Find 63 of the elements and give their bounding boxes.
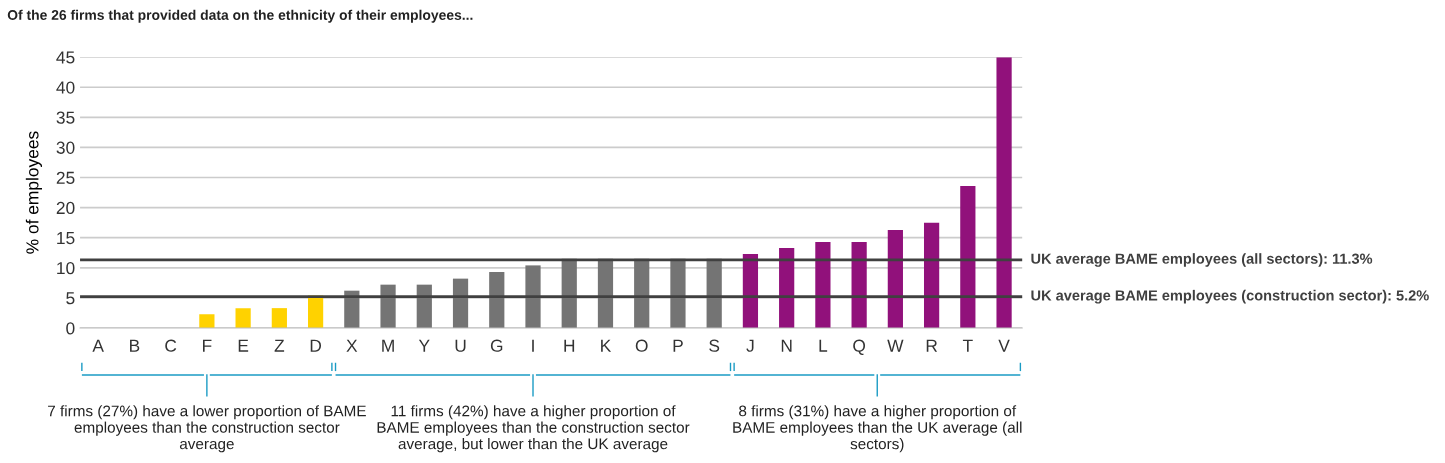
chart-title: Of the 26 firms that provided data on the ethnicity of their employees... (7, 9, 473, 23)
y-tick-label: 35 (56, 111, 75, 124)
y-tick-label: 25 (56, 171, 75, 184)
x-tick-label: Q (853, 339, 866, 355)
bar (235, 308, 251, 328)
ref-line-label: UK average BAME employees (construction sector): 5.2% (1031, 289, 1429, 304)
y-tick-label: 0 (66, 322, 75, 335)
y-tick-label: 40 (56, 81, 75, 94)
x-tick-label: I (532, 339, 534, 352)
bar (779, 247, 795, 328)
bar (597, 258, 614, 328)
bar (815, 241, 831, 328)
text: 11 firms (42%) have a higher proportion of BAME employees than the construction sector average, but lower than the UK average (377, 405, 690, 453)
ref-line-label: UK average BAME employees (all sectors): 11.3% (1031, 253, 1373, 267)
x-tick-label: X (346, 339, 358, 352)
x-tick-label: O (635, 339, 648, 352)
y-tick-label: 15 (57, 232, 75, 245)
y-tick-label: 5 (66, 292, 75, 305)
bar (561, 258, 577, 328)
x-tick-label: T (962, 339, 973, 352)
bar (960, 185, 976, 328)
bar (489, 272, 505, 328)
x-tick-label: W (887, 339, 904, 352)
bar (996, 57, 1012, 328)
y-tick-label: 10 (57, 261, 75, 275)
x-tick-label: P (673, 339, 683, 352)
x-tick-label: S (709, 339, 720, 352)
bar (271, 308, 287, 328)
x-tick-label: N (781, 339, 792, 352)
x-tick-label: H (564, 339, 575, 352)
x-tick-label: Z (274, 339, 285, 352)
bar (634, 258, 650, 328)
text: 7 firms (27%) have a lower proportion of BAME employees than the construction sector average (48, 405, 366, 453)
x-tick-label: K (601, 339, 612, 352)
x-tick-label: F (203, 339, 212, 352)
x-tick-label: C (165, 339, 177, 352)
y-axis-title: % of employees (25, 131, 42, 254)
bar (851, 241, 867, 328)
bar (887, 229, 903, 328)
x-tick-label: V (998, 339, 1010, 352)
bar (380, 284, 396, 328)
x-tick-label: D (310, 339, 322, 352)
x-tick-label: B (130, 339, 140, 352)
text: 8 firms (31%) have a higher proportion of BAME employees than the UK average (all sectors) (733, 405, 1022, 453)
bar (742, 253, 759, 328)
x-tick-label: J (746, 339, 754, 352)
bar (923, 222, 940, 328)
x-tick-label: M (382, 339, 394, 352)
y-tick-label: 45 (56, 51, 75, 64)
bar (452, 278, 469, 328)
bar (199, 314, 215, 328)
y-tick-label: 30 (56, 141, 75, 154)
bar (706, 258, 722, 328)
y-tick-label: 20 (56, 201, 75, 215)
x-tick-label: U (455, 339, 466, 352)
bar (670, 258, 686, 328)
x-tick-label: L (819, 339, 828, 352)
x-tick-label: Y (418, 339, 430, 352)
x-tick-label: E (238, 339, 249, 352)
x-tick-label: R (926, 339, 938, 352)
x-tick-label: G (490, 339, 503, 352)
bar (525, 265, 541, 328)
x-tick-label: A (92, 339, 104, 352)
